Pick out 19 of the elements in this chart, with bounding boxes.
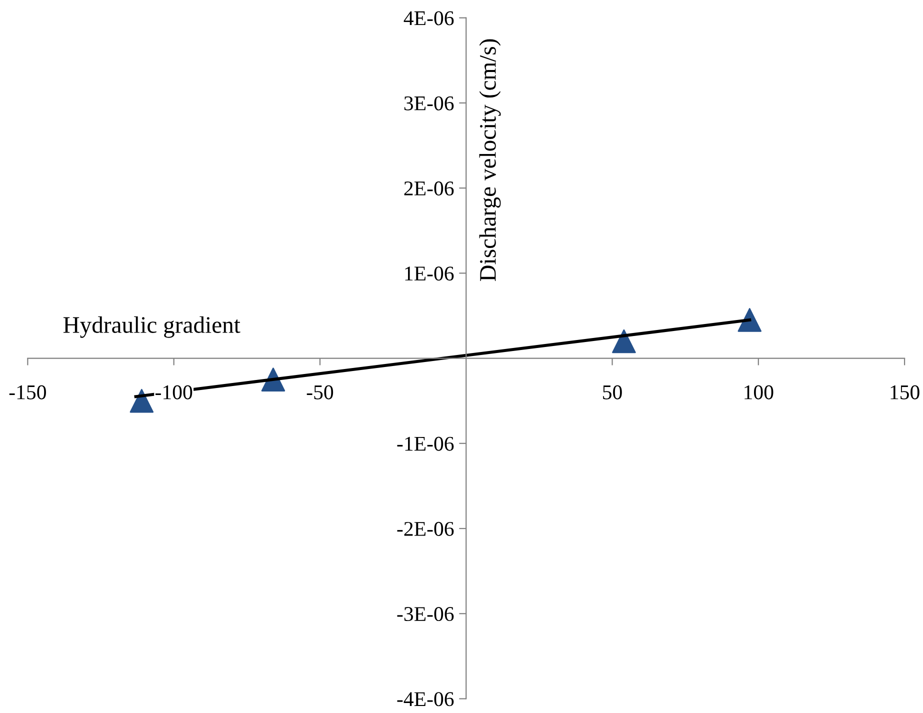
point [612,329,636,354]
y-tick-label: 4E-06 [404,11,454,26]
x-tick-label: -150 [9,385,46,400]
y-tick-label: -1E-06 [397,436,454,451]
x-tick-label: -50 [306,385,334,400]
y-tick-label: -2E-06 [397,522,454,536]
y-tick-label: -3E-06 [397,607,454,622]
point [130,388,154,413]
x-tick-label: 150 [890,385,920,400]
x-tick-label: 100 [744,385,774,400]
point [738,308,762,332]
y-tick-label: -4E-06 [397,692,454,706]
x-tick-label: 50 [603,385,622,400]
y-tick-label: 2E-06 [404,181,454,196]
y-tick-label: 3E-06 [404,96,454,110]
y-tick-label: 1E-06 [405,266,454,281]
x-tick-label: -100 [156,385,192,400]
y-axis-title: Discharge velocity (cm/s) [479,39,501,282]
x-axis-title: Hydraulic gradient [63,316,240,338]
